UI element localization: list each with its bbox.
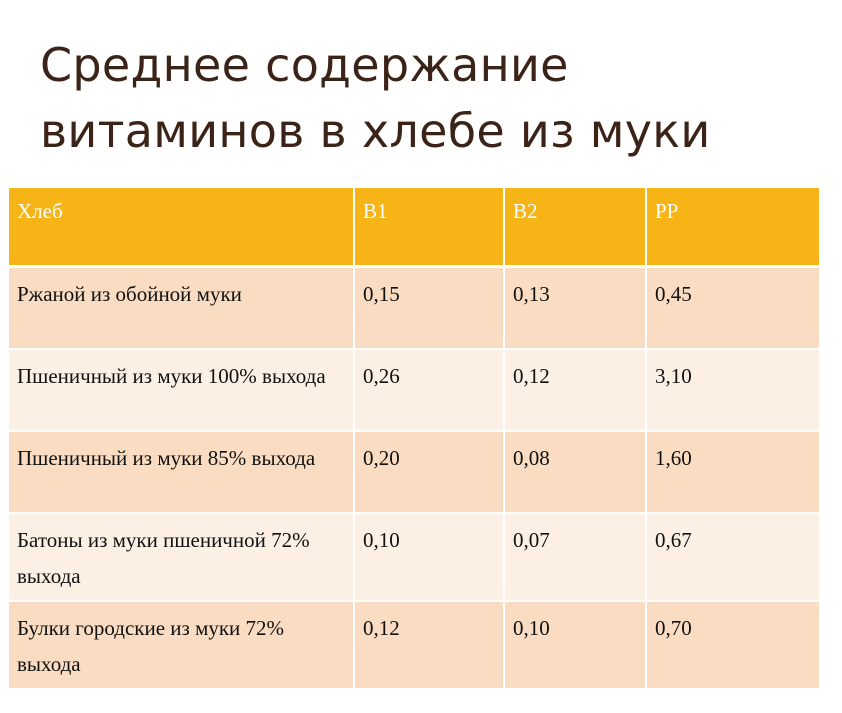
table-row: Пшеничный из муки 85% выхода 0,20 0,08 1… bbox=[9, 431, 819, 514]
cell-b1: 0,26 bbox=[354, 349, 505, 432]
header-pp: РР bbox=[646, 188, 819, 268]
header-bread: Хлеб bbox=[9, 188, 355, 268]
vitamin-table: Хлеб В1 В2 РР Ржаной из обойной муки 0,1… bbox=[9, 188, 819, 690]
cell-pp: 0,67 bbox=[646, 513, 819, 602]
cell-b2: 0,10 bbox=[504, 601, 647, 690]
page-title: Среднее содержание витаминов в хлебе из … bbox=[40, 32, 820, 164]
cell-bread-name: Булки городские из муки 72% выхода bbox=[9, 601, 355, 690]
table-row: Булки городские из муки 72% выхода 0,12 … bbox=[9, 601, 819, 690]
header-b2: В2 bbox=[504, 188, 647, 268]
title-line-1: Среднее содержание bbox=[40, 38, 569, 92]
cell-pp: 1,60 bbox=[646, 431, 819, 514]
cell-bread-name: Батоны из муки пшеничной 72% выхода bbox=[9, 513, 355, 602]
cell-b2: 0,12 bbox=[504, 349, 647, 432]
cell-b1: 0,10 bbox=[354, 513, 505, 602]
cell-b1: 0,20 bbox=[354, 431, 505, 514]
cell-b2: 0,07 bbox=[504, 513, 647, 602]
cell-pp: 3,10 bbox=[646, 349, 819, 432]
cell-bread-name: Пшеничный из муки 100% выхода bbox=[9, 349, 355, 432]
title-line-2: витаминов в хлебе из муки bbox=[40, 104, 711, 158]
cell-pp: 0,45 bbox=[646, 266, 819, 350]
cell-b2: 0,13 bbox=[504, 266, 647, 350]
cell-b1: 0,15 bbox=[354, 266, 505, 350]
cell-bread-name: Ржаной из обойной муки bbox=[9, 266, 355, 350]
table-row: Батоны из муки пшеничной 72% выхода 0,10… bbox=[9, 513, 819, 602]
cell-b2: 0,08 bbox=[504, 431, 647, 514]
table-row: Пшеничный из муки 100% выхода 0,26 0,12 … bbox=[9, 349, 819, 432]
table-row: Ржаной из обойной муки 0,15 0,13 0,45 bbox=[9, 266, 819, 350]
header-b1: В1 bbox=[354, 188, 505, 268]
cell-b1: 0,12 bbox=[354, 601, 505, 690]
table-header-row: Хлеб В1 В2 РР bbox=[9, 188, 819, 268]
cell-bread-name: Пшеничный из муки 85% выхода bbox=[9, 431, 355, 514]
cell-pp: 0,70 bbox=[646, 601, 819, 690]
